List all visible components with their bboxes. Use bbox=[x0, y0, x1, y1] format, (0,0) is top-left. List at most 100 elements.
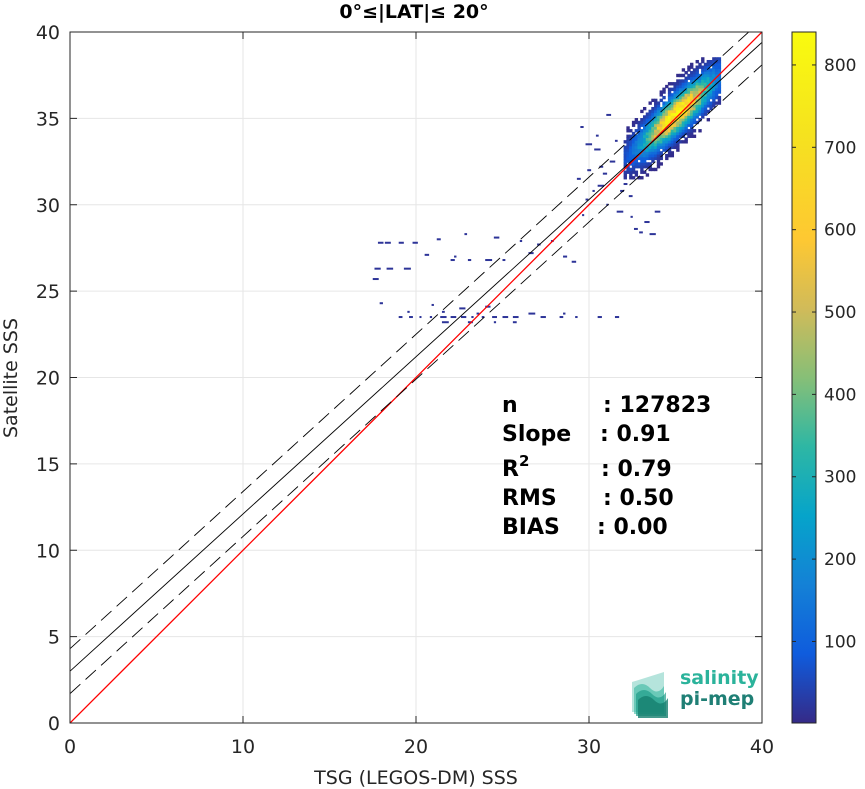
density-cell bbox=[703, 73, 708, 78]
density-cell bbox=[692, 90, 697, 94]
density-cell bbox=[676, 112, 680, 116]
density-cell bbox=[634, 162, 639, 166]
density-cell bbox=[659, 162, 663, 166]
density-cell bbox=[690, 109, 694, 114]
density-cell bbox=[706, 109, 711, 114]
density-cell bbox=[654, 140, 658, 144]
density-cell bbox=[670, 82, 675, 86]
density-cell bbox=[701, 87, 705, 91]
density-cell bbox=[623, 170, 627, 174]
density-point bbox=[528, 312, 536, 315]
density-cell bbox=[626, 159, 630, 163]
density-cell bbox=[645, 173, 650, 177]
density-cell bbox=[709, 87, 713, 91]
density-cell bbox=[706, 68, 711, 72]
density-cell bbox=[695, 79, 699, 83]
density-cell bbox=[651, 145, 655, 150]
density-cell bbox=[690, 120, 694, 125]
density-cell bbox=[665, 123, 669, 127]
density-cell bbox=[667, 82, 672, 86]
density-cell bbox=[673, 90, 677, 94]
density-cell bbox=[648, 129, 652, 133]
density-cell bbox=[654, 153, 658, 158]
density-cell bbox=[678, 101, 683, 105]
density-cell bbox=[690, 112, 694, 116]
density-point bbox=[582, 214, 585, 217]
density-cell bbox=[714, 62, 719, 67]
density-point bbox=[512, 321, 517, 324]
density-cell bbox=[662, 142, 666, 147]
density-cell bbox=[667, 104, 672, 108]
density-cell bbox=[714, 73, 719, 78]
density-cell bbox=[670, 129, 675, 133]
logo-line1: salinity bbox=[680, 667, 759, 689]
density-cell bbox=[690, 101, 694, 105]
density-cell bbox=[701, 104, 705, 108]
density-point bbox=[403, 267, 411, 270]
density-cell bbox=[690, 95, 694, 100]
density-cell bbox=[667, 142, 672, 147]
density-cell bbox=[631, 137, 636, 141]
density-cell bbox=[678, 90, 683, 94]
density-point bbox=[580, 126, 584, 129]
density-cell bbox=[648, 118, 652, 122]
density-cell bbox=[637, 145, 641, 150]
density-cell bbox=[665, 115, 669, 119]
density-cell bbox=[631, 153, 636, 158]
density-cell bbox=[642, 129, 647, 133]
density-cell bbox=[648, 112, 652, 116]
density-cell bbox=[642, 159, 647, 163]
colorbar-tick-label: 100 bbox=[824, 632, 856, 652]
density-cell bbox=[642, 151, 647, 155]
density-cell bbox=[656, 140, 661, 144]
density-cell bbox=[698, 101, 702, 105]
density-cell bbox=[681, 118, 686, 122]
density-cell bbox=[656, 120, 661, 125]
density-cell bbox=[703, 93, 708, 97]
density-cell bbox=[662, 104, 666, 108]
density-cell bbox=[665, 145, 669, 150]
density-cell bbox=[645, 162, 650, 166]
density-cell bbox=[695, 73, 699, 78]
density-cell bbox=[656, 159, 661, 163]
density-cell bbox=[690, 123, 694, 127]
density-cell bbox=[654, 131, 658, 136]
density-cell bbox=[645, 131, 650, 136]
density-cell bbox=[673, 120, 677, 125]
density-cell bbox=[701, 115, 705, 119]
density-cell bbox=[709, 71, 713, 75]
density-cell bbox=[631, 140, 636, 144]
density-cell bbox=[648, 109, 652, 114]
density-cell bbox=[634, 151, 639, 155]
density-cell bbox=[662, 90, 666, 94]
density-cell bbox=[690, 126, 694, 130]
density-cell bbox=[684, 126, 688, 130]
density-cell bbox=[703, 79, 708, 83]
density-cell bbox=[640, 142, 644, 147]
density-cell bbox=[681, 87, 686, 91]
density-cell bbox=[714, 101, 719, 105]
density-cell bbox=[714, 76, 719, 80]
density-cell bbox=[701, 90, 705, 94]
density-cell bbox=[709, 76, 713, 80]
density-cell bbox=[684, 93, 688, 97]
density-cell bbox=[656, 148, 661, 152]
density-cell bbox=[654, 151, 658, 155]
density-point bbox=[502, 259, 506, 262]
density-cell bbox=[678, 123, 683, 127]
density-cell bbox=[673, 123, 677, 127]
density-cell bbox=[695, 120, 699, 125]
density-cell bbox=[667, 131, 672, 136]
density-cell bbox=[701, 93, 705, 97]
colorbar-ticks: 100 200 300 400 500 600 700 800 bbox=[792, 56, 856, 652]
density-cell bbox=[626, 142, 630, 147]
density-cell bbox=[687, 87, 691, 91]
stat-n-value: : 127823 bbox=[603, 393, 711, 418]
density-cell bbox=[640, 123, 644, 127]
density-cell bbox=[692, 93, 697, 97]
density-cell bbox=[678, 87, 683, 91]
density-cell bbox=[692, 129, 697, 133]
density-cell bbox=[662, 118, 666, 122]
density-cell bbox=[637, 162, 641, 166]
